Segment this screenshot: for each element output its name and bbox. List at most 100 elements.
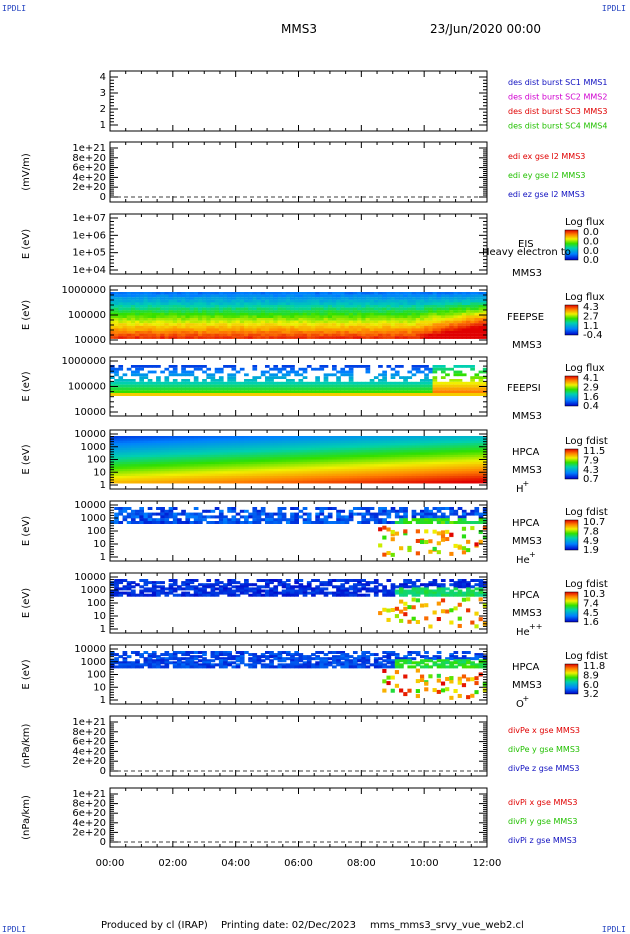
spectrogram-cell [164, 475, 170, 479]
spectrogram-cell [466, 315, 471, 319]
spectrogram-cell [164, 443, 170, 446]
spectrogram-cell [340, 447, 346, 451]
spectrogram-cell [139, 461, 145, 465]
spectrogram-cell [369, 299, 375, 303]
spectrogram-cell [336, 384, 341, 388]
spectrogram-cell [164, 379, 170, 382]
spectrogram-cell [348, 331, 354, 334]
spectrogram-cell [273, 305, 279, 308]
spectrogram-cell [168, 471, 174, 475]
spectrogram-cell [457, 457, 463, 460]
legend-entry: des dist burst SC2 MMS2 [508, 93, 607, 102]
spectrogram-cell [348, 468, 354, 472]
spectrogram-cell [126, 320, 132, 324]
spectrogram-cell [235, 294, 241, 298]
spectrogram-cell [306, 518, 312, 522]
spectrogram-cell [139, 390, 145, 393]
spectrogram-cell [466, 318, 471, 321]
spectrogram-cell [482, 297, 488, 300]
spectrogram-cell [164, 438, 170, 442]
spectrogram-cell [223, 307, 228, 311]
spectrogram-cell [369, 518, 375, 522]
spectrogram-cell [340, 325, 346, 329]
spectrogram-cell [432, 390, 438, 393]
spectrogram-cell [373, 294, 379, 298]
spectrogram-cell [218, 323, 224, 326]
spectrogram-cell [193, 315, 199, 319]
spectrogram-cell [214, 320, 220, 324]
spectrogram-cell [197, 468, 203, 472]
spectrogram-cell [373, 315, 379, 319]
spectrogram-cell [290, 312, 295, 316]
spectrogram-cell [369, 333, 375, 337]
spectrogram-cell [440, 323, 446, 326]
spectrogram-cell [290, 461, 295, 465]
spectrogram-cell [147, 512, 153, 516]
spectrogram-cell [227, 443, 232, 446]
spectrogram-cell [248, 379, 253, 382]
spectrogram-cell [139, 440, 145, 444]
spectrogram-cell [143, 333, 149, 337]
spectrogram-cell [449, 468, 454, 472]
spectrogram-cell [470, 468, 475, 472]
spectrogram-cell [244, 480, 249, 484]
spectrogram-cell [151, 450, 157, 453]
spectrogram-cell [193, 438, 199, 442]
spectrogram-cell [298, 320, 304, 324]
spectrogram-cell [348, 443, 354, 446]
spectrogram-cell [260, 475, 266, 479]
spectrogram-cell [193, 365, 199, 368]
spectrogram-cell [302, 436, 308, 439]
spectrogram-cell [281, 320, 287, 324]
spectrogram-cell [327, 320, 333, 324]
spectrogram-cell [294, 307, 299, 311]
spectrogram-cell [394, 307, 400, 311]
spectrogram-cell [457, 312, 463, 316]
spectrogram-cell [235, 299, 241, 303]
instrument-label: EIS [518, 239, 534, 250]
spectrogram-cell [352, 318, 358, 321]
spectrogram-cell [453, 302, 459, 306]
spectrogram-cell [231, 379, 237, 382]
spectrogram-cell [348, 459, 354, 463]
spectrogram-cell [193, 307, 199, 311]
spectrogram-cell [302, 390, 308, 393]
spectrogram-cell [156, 443, 161, 446]
spectrogram-cell [264, 454, 270, 458]
spectrogram-cell [348, 336, 354, 339]
spectrogram-cell [327, 447, 333, 451]
legend-entry: des dist burst SC1 MMS1 [508, 78, 607, 87]
spectrogram-cell [269, 376, 274, 379]
spectrogram-cell [239, 336, 245, 339]
spectrogram-cell [248, 393, 253, 396]
spectrogram-cell [218, 328, 224, 332]
spectrogram-cell [197, 294, 203, 298]
spectrogram-cell [327, 468, 333, 472]
spectrogram-cell [189, 302, 195, 306]
spectrogram-cell [315, 379, 320, 382]
spectrogram-cell [285, 475, 291, 479]
spectrogram-cell [139, 336, 145, 339]
spectrogram-cell [281, 387, 287, 391]
spectrogram-cell [432, 370, 438, 374]
spectrogram-cell [445, 387, 450, 391]
spectrogram-cell [139, 384, 145, 388]
spectrogram-cell [424, 468, 429, 472]
spectrogram-cell [143, 381, 149, 385]
spectrogram-cell [470, 376, 475, 379]
spectrogram-cell [453, 450, 459, 453]
spectrogram-cell [143, 312, 149, 316]
spectrogram-cell [172, 452, 178, 456]
spectrogram-cell [336, 445, 341, 449]
spectrogram-cell [382, 454, 387, 458]
spectrogram-cell [478, 440, 484, 444]
spectrogram-cell [164, 518, 170, 522]
spectrogram-cell [311, 452, 316, 456]
spectrogram-cell [311, 457, 316, 460]
spectrogram-cell [432, 478, 438, 482]
spectrogram-cell [378, 461, 383, 465]
spectrogram-cell [118, 450, 124, 453]
spectrogram-cell [227, 459, 232, 463]
spectrogram-cell [386, 325, 392, 329]
spectrogram-cell [365, 509, 371, 513]
